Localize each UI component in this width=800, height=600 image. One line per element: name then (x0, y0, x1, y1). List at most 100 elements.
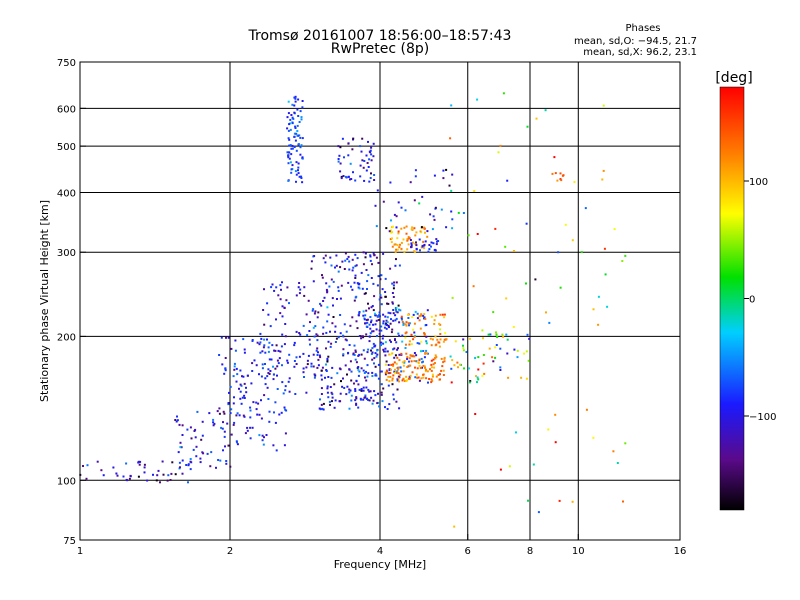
echo-point (281, 381, 284, 384)
echo-point (137, 475, 140, 478)
echo-point (416, 367, 419, 370)
echo-point (321, 366, 324, 369)
echo-point (185, 464, 188, 466)
echo-point (408, 364, 411, 367)
echo-point (218, 407, 221, 410)
echo-point (391, 352, 394, 355)
echo-point (328, 285, 331, 288)
echo-point (442, 177, 445, 180)
echo-point (372, 142, 375, 145)
echo-point (322, 257, 325, 260)
echo-point (388, 372, 391, 375)
echo-point (430, 366, 433, 369)
echo-point (233, 365, 236, 368)
echo-point (401, 318, 403, 321)
echo-point (285, 299, 288, 302)
echo-point (360, 389, 363, 392)
echo-point (601, 178, 604, 181)
echo-point (320, 403, 323, 406)
echo-point (389, 375, 392, 378)
echo-point (235, 414, 238, 417)
echo-point (437, 240, 440, 242)
echo-point (296, 130, 299, 132)
echo-point (229, 385, 232, 388)
echo-point (385, 378, 388, 381)
echo-point (298, 292, 301, 295)
echo-point (329, 256, 332, 259)
echo-point (385, 360, 388, 363)
echo-point (412, 313, 415, 316)
echo-point (390, 229, 393, 232)
x-tick-label: 16 (674, 546, 687, 557)
echo-point (313, 376, 316, 379)
echo-point (564, 223, 567, 226)
echo-point (472, 285, 475, 288)
echo-point (475, 375, 477, 378)
echo-point (415, 244, 418, 247)
echo-point (476, 233, 479, 235)
echo-point (384, 363, 387, 366)
echo-point (423, 247, 426, 250)
echo-point (268, 410, 271, 413)
echo-point (296, 108, 299, 111)
echo-point (429, 213, 432, 216)
echo-point (137, 461, 140, 464)
echo-point (291, 122, 294, 125)
echo-point (395, 341, 398, 344)
echo-point (526, 125, 529, 128)
echo-point (394, 251, 397, 253)
echo-point (371, 330, 374, 333)
echo-point (375, 374, 378, 377)
echo-point (400, 206, 403, 209)
echo-point (339, 170, 342, 173)
echo-point (386, 321, 389, 324)
echo-point (558, 499, 561, 502)
echo-point (324, 376, 326, 379)
echo-point (340, 284, 343, 287)
colorbar-tick-label: −100 (749, 412, 776, 423)
echo-point (344, 364, 347, 367)
echo-point (295, 180, 297, 183)
echo-point (370, 159, 373, 162)
echo-point (398, 264, 401, 267)
echo-point (476, 381, 478, 384)
echo-point (409, 322, 411, 325)
echo-point (364, 256, 367, 259)
echo-point (403, 361, 406, 364)
echo-point (377, 261, 380, 264)
echo-point (373, 295, 376, 298)
echo-point (353, 299, 356, 302)
echo-point (343, 387, 346, 389)
y-tick-label: 500 (57, 142, 76, 153)
echo-point (327, 396, 330, 399)
echo-point (439, 313, 442, 316)
echo-point (391, 245, 394, 248)
echo-point (412, 241, 414, 244)
echo-point (435, 356, 438, 358)
echo-point (369, 259, 372, 262)
echo-point (411, 371, 414, 374)
echo-point (201, 420, 204, 423)
echo-point (433, 218, 436, 221)
echo-point (316, 316, 319, 319)
echo-point (354, 350, 357, 353)
echo-point (336, 372, 339, 375)
echo-point (400, 247, 403, 250)
echo-point (408, 237, 411, 240)
echo-point (428, 378, 431, 380)
echo-point (246, 374, 249, 377)
echo-point (429, 337, 432, 340)
echo-point (443, 356, 446, 359)
echo-point (266, 302, 269, 305)
echo-point (310, 362, 313, 365)
echo-point (571, 239, 574, 242)
echo-point (179, 466, 181, 469)
echo-point (408, 324, 410, 327)
echo-point (297, 143, 300, 146)
echo-point (348, 407, 351, 410)
x-tick-label: 2 (227, 546, 233, 557)
echo-point (426, 309, 429, 312)
echo-point (438, 322, 441, 325)
echo-point (392, 284, 395, 287)
echo-point (362, 389, 365, 392)
